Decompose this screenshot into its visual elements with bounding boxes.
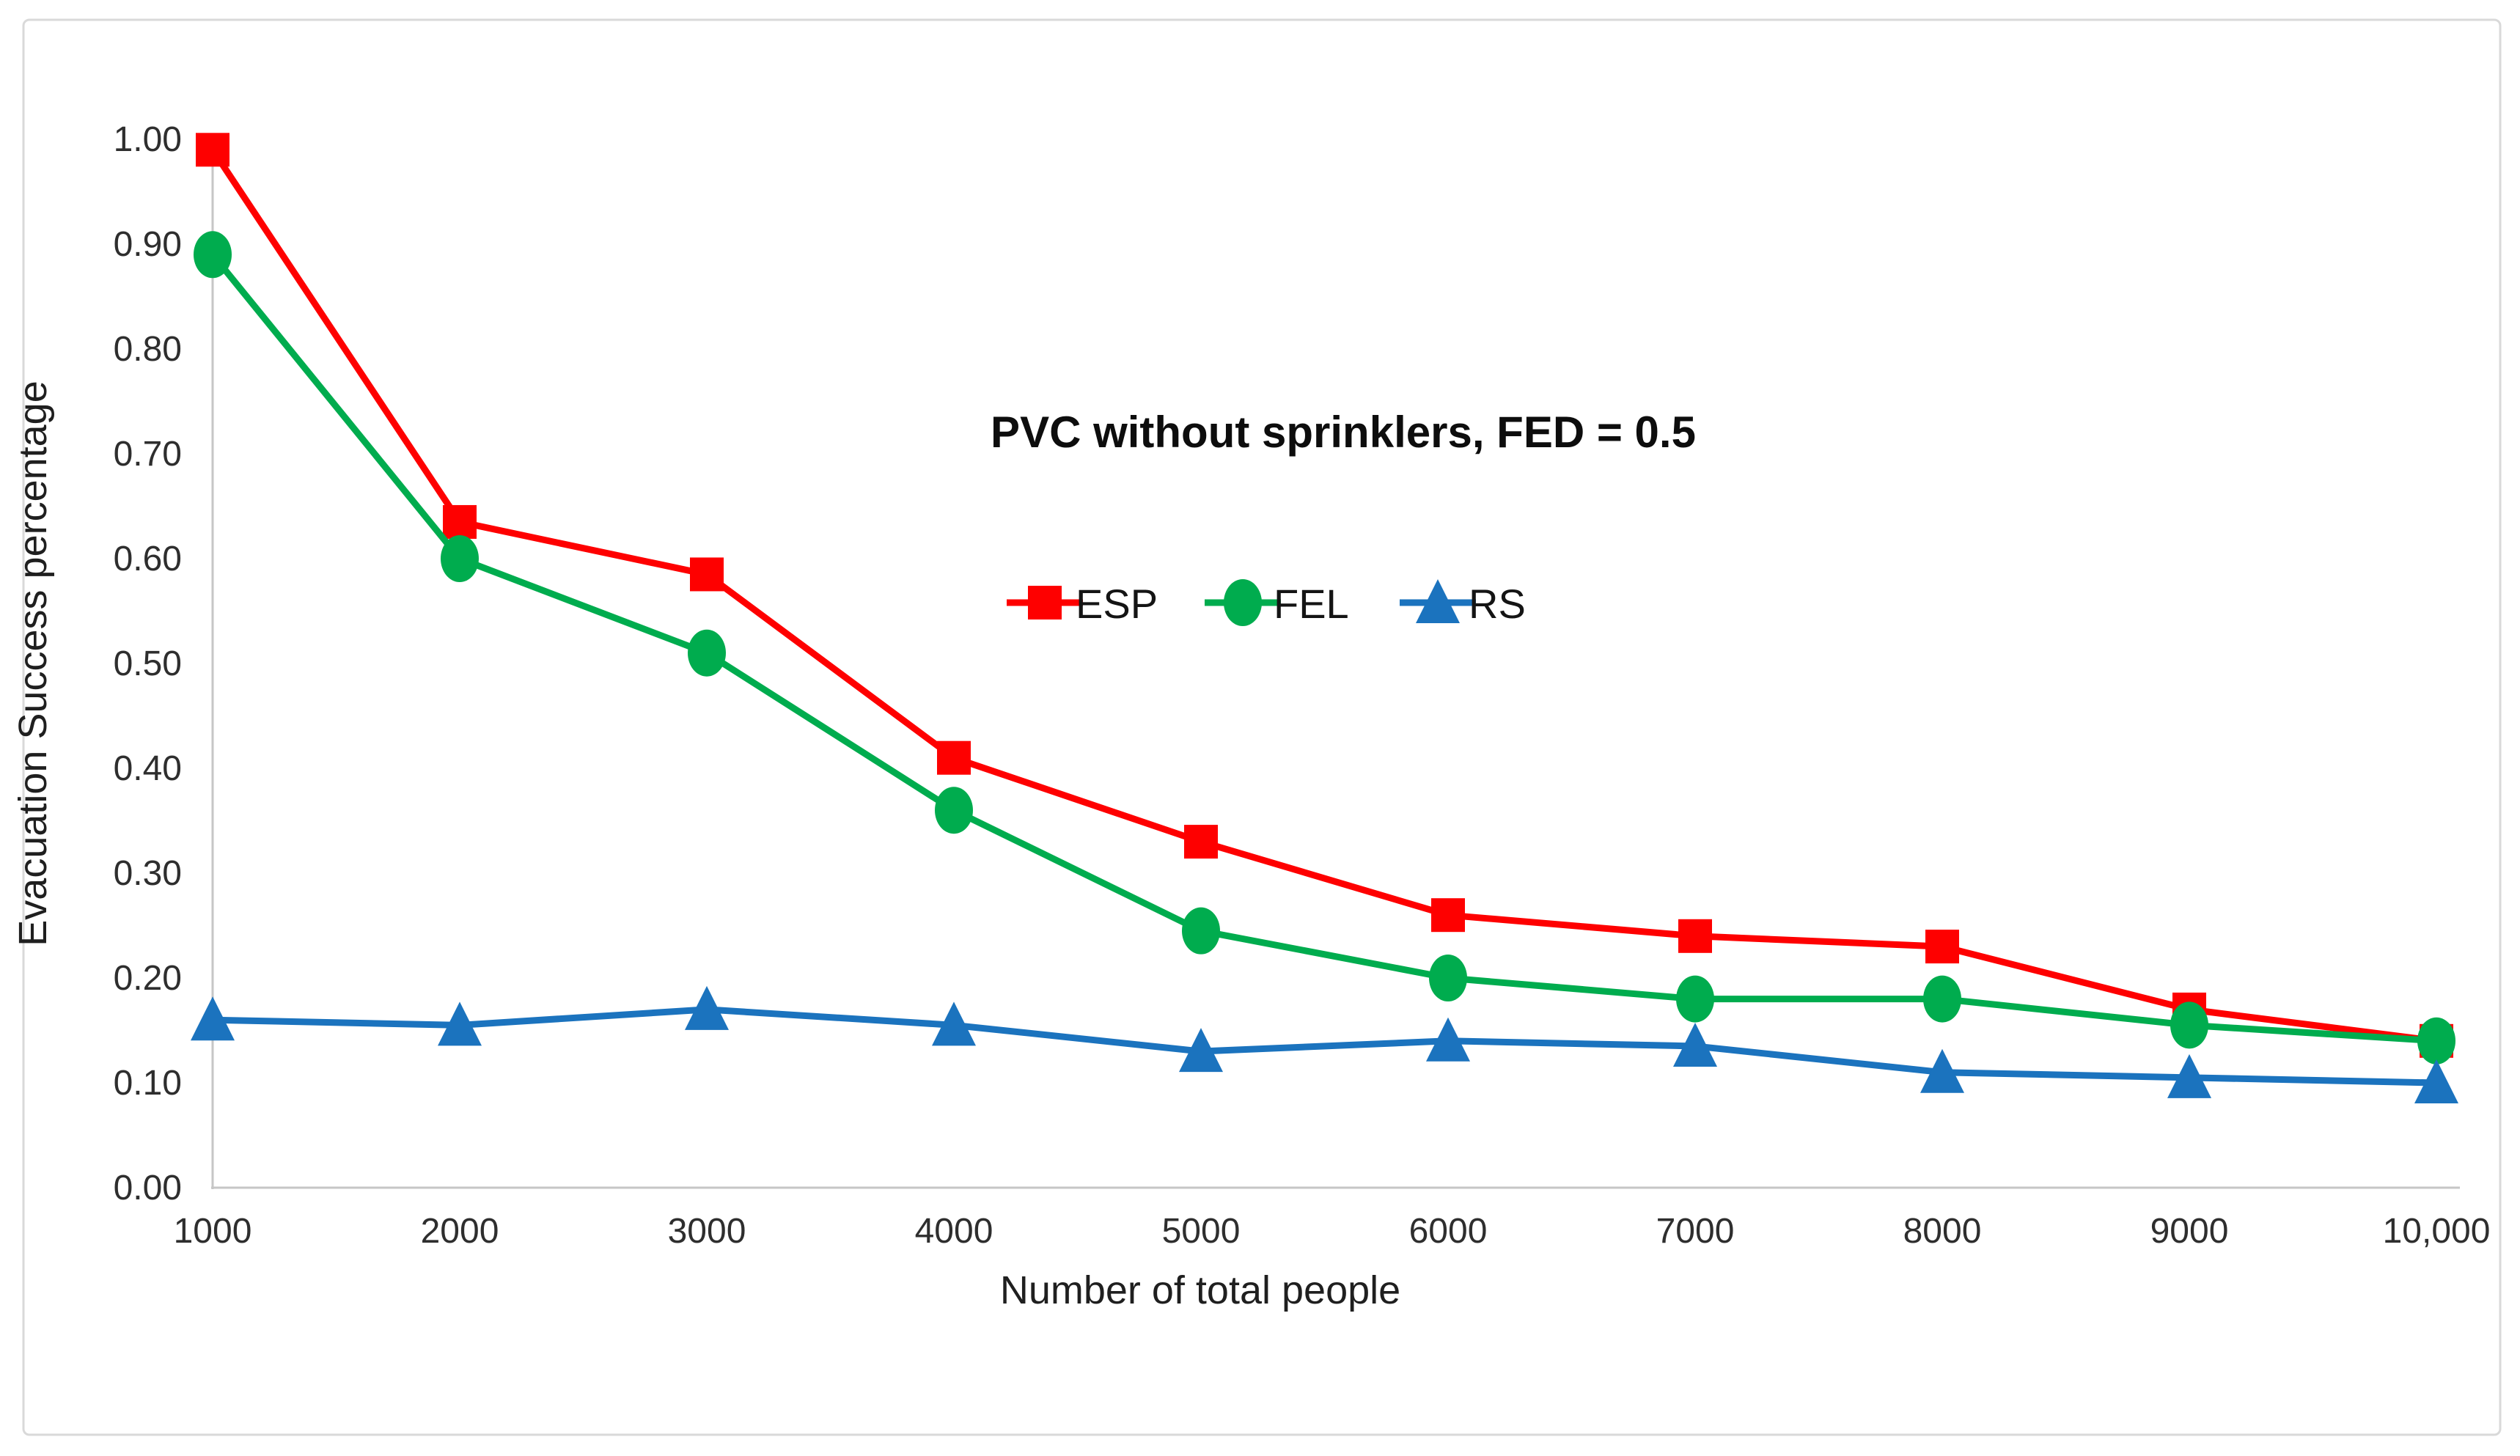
data-point-esp-8000 xyxy=(1925,930,1959,964)
x-tick-label: 3000 xyxy=(668,1212,746,1251)
x-tick-label: 4000 xyxy=(915,1212,993,1251)
y-tick-label: 0.80 xyxy=(114,330,182,369)
data-point-rs-3000 xyxy=(685,985,729,1030)
series-line-rs xyxy=(209,1006,2440,1087)
data-point-rs-1000 xyxy=(191,996,235,1041)
figure-border xyxy=(22,18,2502,1436)
x-tick-label: 2000 xyxy=(421,1212,499,1251)
legend-marker-triangle-icon xyxy=(1416,579,1460,623)
legend-item-rs: RS xyxy=(1400,579,1526,627)
x-tick-label: 9000 xyxy=(2150,1212,2229,1251)
x-axis-title: Number of total people xyxy=(1000,1268,1400,1312)
legend-label-fel: FEL xyxy=(1274,581,1349,627)
data-point-fel-7000 xyxy=(1676,975,1714,1023)
y-tick-label: 0.90 xyxy=(114,225,182,264)
data-point-fel-10000 xyxy=(2417,1017,2455,1065)
data-point-fel-2000 xyxy=(441,535,479,582)
x-tick-label: 6000 xyxy=(1409,1212,1488,1251)
y-tick-label: 0.50 xyxy=(114,644,182,683)
chart-title: PVC without sprinklers, FED = 0.5 xyxy=(991,408,1696,457)
data-point-rs-2000 xyxy=(438,1001,482,1046)
legend-marker-circle-icon xyxy=(1224,579,1262,626)
series-line-fel xyxy=(209,251,2440,1045)
data-point-fel-9000 xyxy=(2170,1001,2208,1049)
data-point-esp-4000 xyxy=(937,740,971,775)
y-tick-label: 0.00 xyxy=(114,1169,182,1207)
y-tick-label: 0.30 xyxy=(114,854,182,893)
x-tick-label: 1000 xyxy=(174,1212,252,1251)
data-point-rs-9000 xyxy=(2167,1054,2211,1098)
y-tick-label: 1.00 xyxy=(114,120,182,159)
data-point-rs-10000 xyxy=(2414,1059,2458,1103)
legend-label-esp: ESP xyxy=(1076,581,1158,627)
data-point-esp-7000 xyxy=(1678,919,1712,953)
data-point-esp-3000 xyxy=(690,557,724,592)
series-line-esp xyxy=(209,146,2440,1045)
data-point-rs-6000 xyxy=(1426,1017,1470,1062)
data-point-esp-2000 xyxy=(443,504,477,539)
data-point-esp-6000 xyxy=(1431,898,1465,933)
legend: ESP FEL RS xyxy=(1007,579,1526,627)
axes-layer: 0.00 0.10 0.20 0.30 0.40 0.50 0.60 0.70 0.80 0.90… xyxy=(114,120,2491,1251)
data-point-rs-8000 xyxy=(1920,1048,1964,1093)
y-tick-label: 0.60 xyxy=(114,540,182,578)
data-point-fel-4000 xyxy=(935,787,973,834)
data-point-fel-3000 xyxy=(688,629,726,677)
x-tick-label: 8000 xyxy=(1903,1212,1982,1251)
data-point-fel-5000 xyxy=(1182,907,1220,955)
legend-label-rs: RS xyxy=(1469,581,1526,627)
series-fel xyxy=(194,231,2455,1065)
series-layer xyxy=(191,133,2458,1103)
data-point-esp-5000 xyxy=(1184,825,1218,859)
y-axis-title: Evacuation Success percentage xyxy=(11,380,55,946)
legend-marker-square-icon xyxy=(1028,586,1062,619)
data-point-rs-5000 xyxy=(1179,1028,1223,1073)
x-tick-label: 10,000 xyxy=(2383,1212,2491,1251)
y-tick-label: 0.20 xyxy=(114,959,182,998)
x-tick-label: 7000 xyxy=(1656,1212,1735,1251)
y-tick-label: 0.40 xyxy=(114,749,182,788)
series-rs xyxy=(191,985,2458,1103)
data-point-rs-4000 xyxy=(932,1001,976,1046)
legend-item-fel: FEL xyxy=(1205,579,1349,627)
data-point-fel-8000 xyxy=(1923,975,1961,1023)
data-point-esp-1000 xyxy=(196,133,229,167)
data-point-fel-1000 xyxy=(194,231,232,279)
y-tick-label: 0.10 xyxy=(114,1064,182,1103)
y-tick-label: 0.70 xyxy=(114,435,182,474)
data-point-fel-6000 xyxy=(1429,955,1467,1001)
data-point-rs-7000 xyxy=(1673,1022,1717,1067)
x-tick-label: 5000 xyxy=(1162,1212,1241,1251)
legend-item-esp: ESP xyxy=(1007,581,1158,627)
